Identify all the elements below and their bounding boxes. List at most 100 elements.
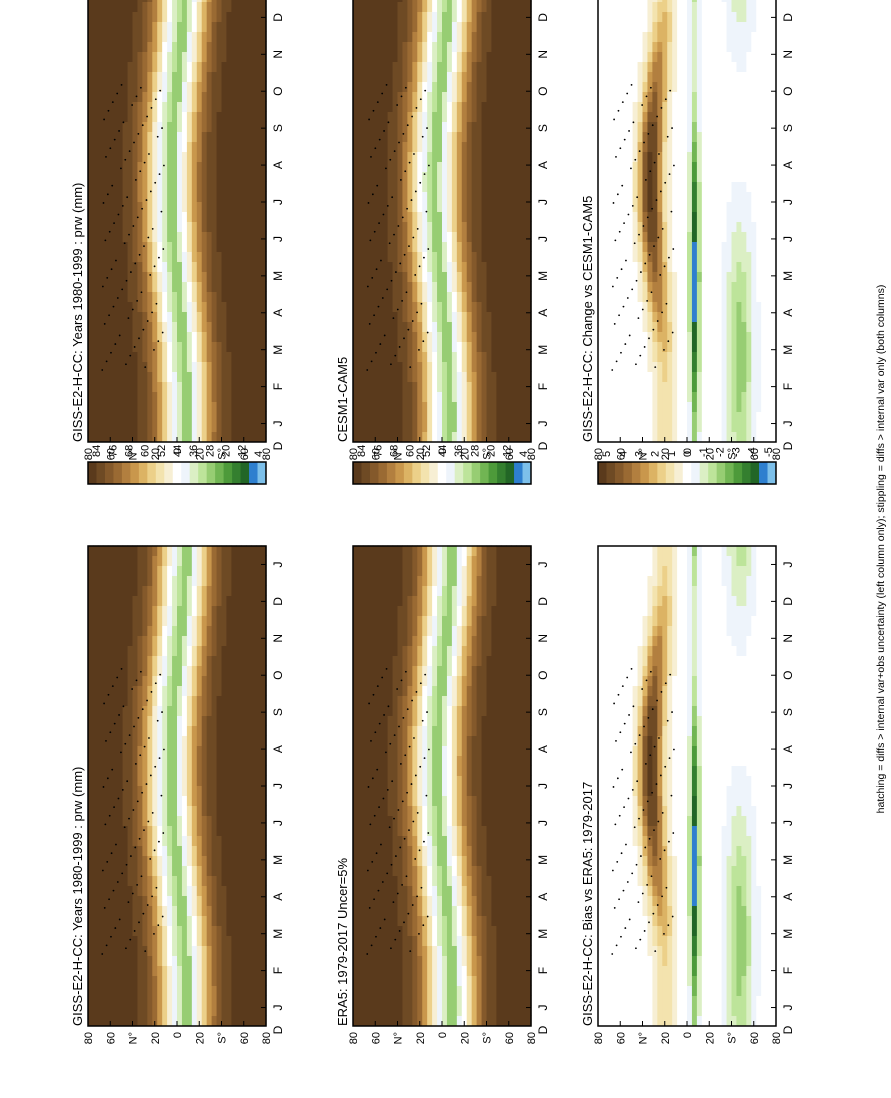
heat-cell [511,955,517,966]
heat-cell [167,615,173,626]
heat-cell [112,735,119,746]
heat-cell [117,625,124,636]
heat-cell [211,655,218,666]
heat-cell [756,835,762,846]
heat-cell [442,985,448,996]
heat-cell [142,695,148,706]
heat-cell [211,895,218,906]
heat-cell [231,665,237,676]
heat-cell [357,655,364,666]
heat-cell [162,605,168,616]
heat-cell [667,705,673,716]
heat-cell [206,935,213,946]
heat-cell [191,685,198,696]
heat-cell [771,725,777,736]
heat-cell [357,565,364,576]
heat-cell [137,985,143,996]
heat-cell [407,765,413,776]
heat-cell [236,1005,242,1016]
heat-cell [501,785,507,796]
heat-cell [516,835,522,846]
heat-cell [88,875,94,886]
heat-cell [162,785,168,796]
heat-cell [771,895,777,906]
heat-cell [357,765,364,776]
heat-cell [706,735,713,746]
heat-cell [357,575,364,586]
colorbar-label: 84 [356,445,368,457]
heat-cell [721,715,728,726]
heat-cell [496,625,502,636]
heat-cell [701,715,708,726]
heat-cell [177,945,183,956]
heat-cell [216,855,223,866]
heat-cell [196,965,203,976]
heat-cell [598,935,604,946]
heat-cell [506,945,512,956]
heat-cell [372,715,379,726]
heat-cell [167,895,173,906]
heat-cell [221,915,228,926]
heat-cell [427,585,433,596]
heat-cell [353,865,359,876]
heat-cell [102,905,109,916]
heat-cell [741,815,747,826]
heat-cell [451,645,458,656]
heat-cell [382,905,389,916]
heat-cell [357,615,364,626]
heat-cell [181,915,188,926]
heat-cell [127,965,134,976]
heat-cell [446,545,453,556]
heat-cell [726,925,733,936]
heat-cell [716,755,723,766]
heat-cell [372,875,379,886]
stipple-dot [134,763,137,765]
heat-cell [451,1005,458,1016]
heat-cell [652,995,658,1006]
heat-cell [241,595,247,606]
heat-cell [397,625,404,636]
heat-cell [602,865,609,876]
panel-top-left: GISS-E2-H-CC: Years 1980-1999 : prw (mm)… [70,445,285,1045]
stipple-dot [406,791,409,794]
heat-cell [241,625,247,636]
heat-cell [206,815,213,826]
heat-cell [246,745,252,756]
heat-cell [392,925,399,936]
heat-cell [231,965,237,976]
heat-cell [211,995,218,1006]
heat-cell [181,1015,188,1026]
heat-cell [137,805,143,816]
heat-cell [112,645,119,656]
heat-cell [711,745,718,756]
heat-cell [236,895,242,906]
heat-cell [181,935,188,946]
stipple-dot [377,889,380,892]
heat-cell [761,995,767,1006]
heat-cell [456,605,463,616]
heat-cell [147,875,153,886]
heat-cell [446,935,453,946]
heat-cell [157,705,163,716]
heat-cell [506,655,512,666]
heat-cell [167,605,173,616]
heat-cell [736,835,742,846]
heat-cell [353,855,359,866]
heat-cell [721,1015,728,1026]
heat-cell [152,825,158,836]
heat-cell [181,785,188,796]
heat-cell [642,705,649,716]
heat-cell [642,975,649,986]
heat-cell [107,795,114,806]
colorbar-label: 52 [156,445,168,457]
heat-cell [716,995,723,1006]
heat-cell [152,755,158,766]
heat-cell [456,595,463,606]
heat-cell [246,655,252,666]
heat-cell [112,655,119,666]
heat-cell [107,625,114,636]
heat-cell [372,955,379,966]
heat-cell [701,975,708,986]
heat-cell [112,815,119,826]
